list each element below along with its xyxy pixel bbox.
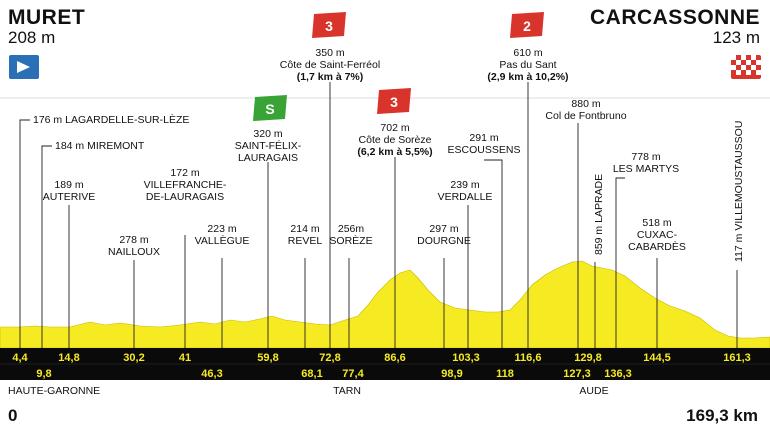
km-markers-upper: 4,4 14,8 30,2 41 59,8 72,8 86,6 103,3 11…	[12, 352, 750, 364]
waypoint-alt: 880 m	[571, 98, 600, 110]
km-marker: 14,8	[58, 352, 79, 364]
waypoint-name: VERDALLE	[438, 191, 493, 203]
climb-alt: 610 m	[513, 47, 542, 59]
waypoint-vertical-label: 117 m VILLEMOUSTAUSSOU	[733, 121, 745, 262]
km-marker: 103,3	[452, 352, 480, 364]
km-marker: 116,6	[515, 352, 542, 364]
distance-start: 0	[8, 406, 18, 425]
waypoint-name: Col de Fontbruno	[545, 110, 626, 122]
waypoint-name: NAILLOUX	[108, 246, 160, 258]
waypoint-name: CABARDÈS	[628, 240, 686, 253]
waypoint-name: SORÈZE	[329, 234, 372, 247]
km-marker: 72,8	[319, 352, 340, 364]
waypoint-vertical-label: 859 m LAPRADE	[593, 174, 605, 255]
waypoint-name: VILLEFRANCHE-	[144, 179, 227, 191]
waypoint-name: SAINT-FÉLIX-	[235, 139, 302, 152]
km-marker: 77,4	[342, 368, 364, 380]
waypoint-alt: 518 m	[642, 217, 671, 229]
km-marker: 9,8	[36, 368, 51, 380]
waypoint-name: DOURGNE	[417, 235, 471, 247]
climb-name: Côte de Sorèze	[359, 134, 432, 146]
svg-text:3: 3	[390, 94, 398, 110]
start-town: MURET	[8, 6, 86, 29]
climb-alt: 350 m	[315, 47, 344, 59]
waypoint-alt: 320 m	[253, 128, 282, 140]
svg-text:2: 2	[523, 18, 531, 34]
km-marker: 30,2	[123, 352, 144, 364]
climb-name: Pas du Sant	[499, 59, 556, 71]
km-markers-lower: 9,8 46,3 68,1 77,4 98,9 118 127,3 136,3	[36, 368, 631, 380]
svg-text:S: S	[265, 101, 274, 117]
department-label: HAUTE-GARONNE	[8, 385, 100, 397]
waypoint-name: AUTERIVE	[43, 191, 96, 203]
km-marker: 118	[496, 368, 514, 380]
waypoint-name: ESCOUSSENS	[448, 144, 521, 156]
finish-town: CARCASSONNE	[589, 6, 760, 29]
waypoint-name: VALLÈGUE	[195, 234, 250, 247]
km-marker: 136,3	[604, 368, 632, 380]
km-marker: 127,3	[563, 368, 591, 380]
climb-alt: 702 m	[380, 122, 409, 134]
waypoint-alt: 778 m	[631, 151, 660, 163]
waypoint-alt: 239 m	[450, 179, 479, 191]
department-label: TARN	[333, 385, 361, 397]
waypoint-name: REVEL	[288, 235, 323, 247]
waypoint-name: LAURAGAIS	[238, 152, 298, 164]
finish-altitude: 123 m	[712, 28, 760, 47]
climb-detail: (1,7 km à 7%)	[297, 71, 364, 83]
km-marker: 46,3	[201, 368, 222, 380]
climb-name: Côte de Saint-Ferréol	[280, 59, 380, 71]
km-marker: 144,5	[643, 352, 671, 364]
finish-flag-icon	[731, 55, 761, 79]
waypoint-alt: 297 m	[429, 223, 458, 235]
km-marker: 98,9	[441, 368, 462, 380]
waypoint-alt: 278 m	[119, 234, 148, 246]
waypoint-label: 176 m LAGARDELLE-SUR-LÈZE	[33, 113, 189, 126]
climb-badge-saint-ferreol: 3	[312, 12, 346, 38]
waypoint-alt: 172 m	[170, 167, 199, 179]
climb-detail: (6,2 km à 5,5%)	[357, 146, 432, 158]
start-altitude: 208 m	[8, 28, 56, 47]
department-label: AUDE	[579, 385, 608, 397]
km-marker: 68,1	[301, 368, 322, 380]
waypoint-name: CUXAC-	[637, 229, 678, 241]
waypoint-alt: 214 m	[290, 223, 319, 235]
distance-end: 169,3 km	[686, 406, 758, 425]
km-marker: 86,6	[384, 352, 405, 364]
waypoint-alt: 291 m	[469, 132, 498, 144]
km-marker: 129,8	[574, 352, 602, 364]
sprint-badge: S	[253, 95, 287, 121]
waypoint-name: DE-LAURAGAIS	[146, 191, 224, 203]
km-marker: 4,4	[12, 352, 28, 364]
waypoint-alt: 189 m	[54, 179, 83, 191]
waypoint-name: LES MARTYS	[613, 163, 679, 175]
waypoint-alt: 223 m	[207, 223, 236, 235]
svg-text:3: 3	[325, 18, 333, 34]
km-marker: 161,3	[723, 352, 751, 364]
leader-lines	[19, 82, 738, 348]
km-marker: 41	[179, 352, 191, 364]
waypoint-label: 184 m MIREMONT	[55, 140, 145, 152]
climb-badge-pas-du-sant: 2	[510, 12, 544, 38]
waypoint-alt: 256m	[338, 223, 365, 235]
elevation-profile	[0, 260, 770, 349]
climb-detail: (2,9 km à 10,2%)	[487, 71, 568, 83]
km-marker: 59,8	[257, 352, 278, 364]
start-flag-icon	[9, 55, 39, 79]
climb-badge-soreze: 3	[377, 88, 411, 114]
